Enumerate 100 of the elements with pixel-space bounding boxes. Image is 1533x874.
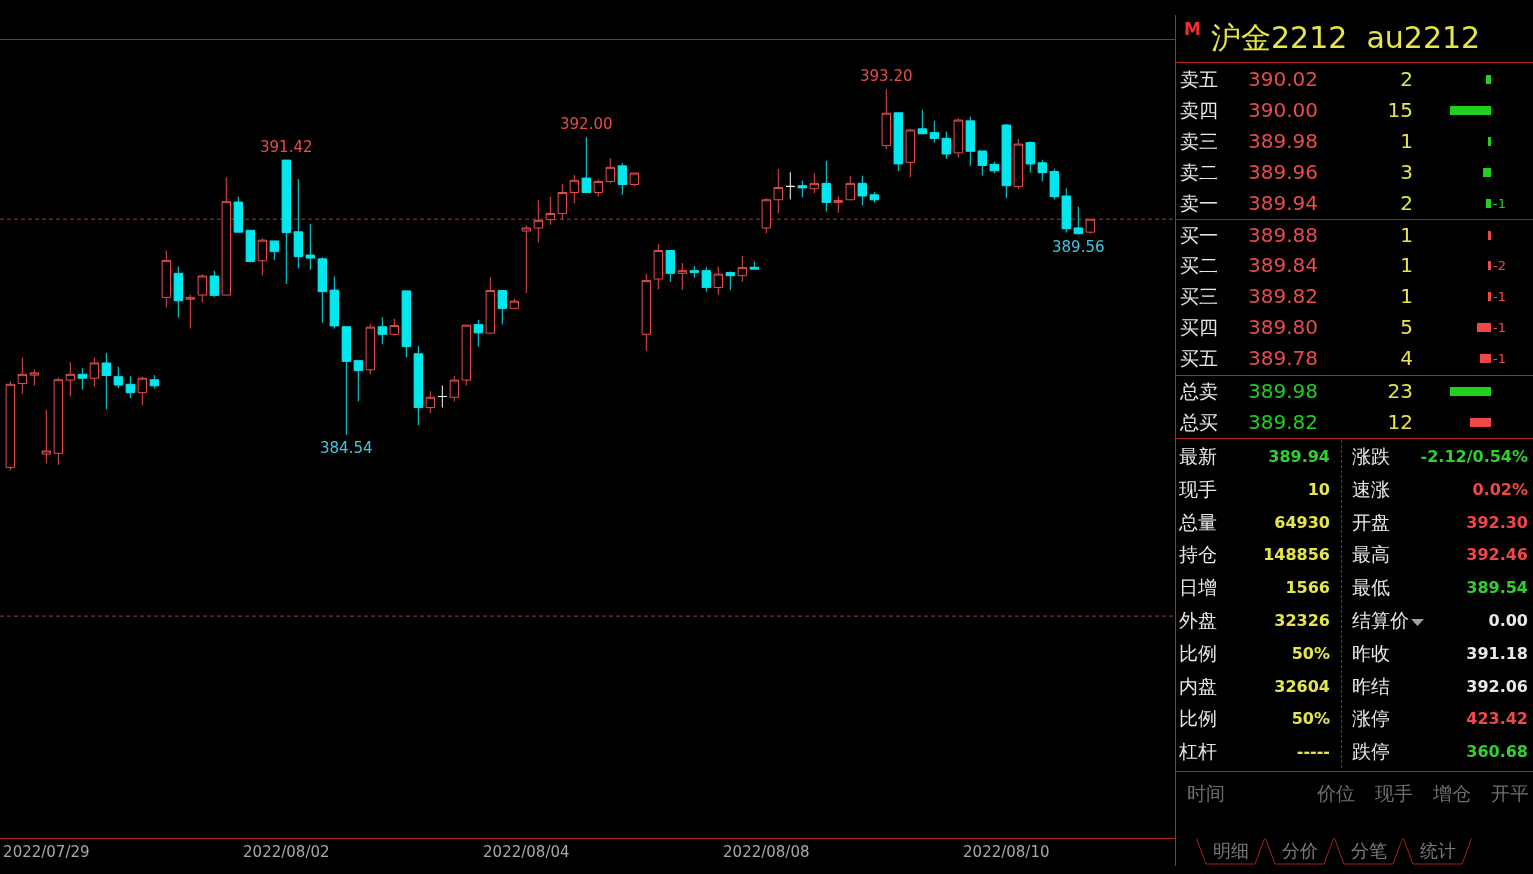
text: 日增 — [1179, 575, 1217, 601]
data-label: 390.00 — [1248, 98, 1318, 123]
text: 50% — [1291, 642, 1330, 665]
candlestick — [401, 290, 412, 358]
candlestick — [917, 109, 927, 135]
text: 423.42 — [1466, 708, 1528, 731]
data-label: 390.02 — [1248, 67, 1318, 92]
candlestick — [233, 196, 244, 233]
category-label: 买四 — [1180, 315, 1218, 339]
candlestick — [521, 224, 531, 294]
candlestick — [65, 361, 76, 397]
text: 统计 — [1419, 839, 1456, 863]
candlestick — [857, 175, 867, 206]
candlestick — [281, 159, 292, 285]
candlestick — [485, 276, 495, 335]
candlestick — [689, 265, 699, 279]
data-label: 2 — [1400, 67, 1413, 92]
data-label: 389.78 — [1248, 346, 1318, 371]
text: 结算价 — [1352, 608, 1409, 633]
candlestick — [293, 178, 304, 269]
data-label: 389.94 — [1248, 191, 1318, 216]
candlestick — [269, 240, 280, 261]
text: 分价 — [1281, 839, 1318, 863]
data-label: 3 — [1400, 160, 1413, 185]
data-label: 15 — [1387, 98, 1413, 123]
category-label: 卖一 — [1180, 191, 1218, 215]
text: 391.18 — [1466, 642, 1528, 665]
candlestick — [749, 261, 759, 270]
text: 内盘 — [1179, 673, 1217, 699]
text: 跌停 — [1352, 739, 1390, 765]
candlestick — [449, 375, 459, 402]
candlestick — [497, 289, 507, 325]
candlestick — [1025, 140, 1035, 174]
text: 比例 — [1179, 706, 1217, 732]
category-label: 卖四 — [1180, 98, 1218, 122]
candlestick — [581, 136, 591, 194]
text: ----- — [1296, 741, 1330, 764]
text: 0.00 — [1488, 610, 1528, 632]
text: 昨收 — [1352, 640, 1390, 666]
candlestick — [953, 117, 963, 158]
candlestick — [257, 237, 268, 277]
x-tick-label: 2022/08/08 — [723, 843, 810, 861]
text: 开盘 — [1352, 509, 1390, 535]
x-tick-label: 2022/07/29 — [3, 843, 90, 861]
candlestick — [221, 176, 232, 296]
candlestick — [1001, 123, 1011, 199]
candlestick — [881, 88, 891, 150]
candlestick — [317, 256, 328, 324]
data-label: 1 — [1400, 129, 1413, 154]
data-label: -1 — [1493, 196, 1506, 212]
x-tick-label: 2022/08/10 — [963, 843, 1050, 861]
candlestick — [677, 262, 687, 291]
text: 沪金2212 au2212 — [1211, 20, 1481, 56]
data-label: 389.96 — [1248, 160, 1318, 185]
text: 最新 — [1179, 444, 1217, 469]
candlestick — [713, 265, 723, 296]
candlestick — [629, 172, 639, 187]
category-label: 买五 — [1180, 346, 1218, 370]
candlestick — [185, 294, 196, 330]
candlestick — [113, 366, 124, 389]
annotation: 389.56 — [1052, 238, 1105, 256]
data-label: 389.88 — [1248, 223, 1318, 248]
data-label: 23 — [1387, 379, 1413, 404]
candlestick — [593, 178, 603, 198]
text: 明细 — [1212, 839, 1249, 863]
category-label: 卖五 — [1180, 67, 1218, 91]
x-tick-label: 2022/08/02 — [243, 843, 330, 861]
category-label: 总卖 — [1180, 379, 1218, 403]
candlestick — [569, 174, 579, 204]
data-label: -1 — [1493, 289, 1506, 305]
data-label: -1 — [1493, 320, 1506, 336]
candlestick — [5, 380, 16, 471]
candlestick — [137, 376, 148, 407]
text: 389.54 — [1466, 577, 1528, 600]
candlestick — [605, 157, 615, 184]
text: 1566 — [1285, 577, 1330, 600]
candlestick — [161, 249, 172, 309]
candlestick — [989, 161, 999, 174]
text: 杠杆 — [1179, 739, 1217, 765]
candlestick — [89, 357, 100, 388]
candlestick — [929, 120, 939, 144]
text: M — [1184, 18, 1201, 40]
data-label: 389.98 — [1248, 379, 1318, 404]
candlestick — [1037, 159, 1047, 182]
text: 涨跌 — [1352, 444, 1390, 469]
candlestick — [641, 273, 651, 352]
data-label: 389.82 — [1248, 410, 1318, 435]
data-label: 1 — [1400, 284, 1413, 309]
candlestick — [941, 131, 951, 160]
text: 50% — [1291, 708, 1330, 731]
candlestick — [737, 255, 747, 283]
candlestick — [437, 384, 447, 409]
data-label: -1 — [1493, 351, 1506, 367]
candlestick — [833, 195, 843, 214]
candlestick — [797, 180, 807, 198]
category-label: 买二 — [1180, 253, 1218, 277]
candlestick — [785, 171, 795, 200]
data-label: 389.80 — [1248, 315, 1318, 340]
text: 148856 — [1263, 544, 1330, 567]
candlestick — [341, 326, 352, 436]
